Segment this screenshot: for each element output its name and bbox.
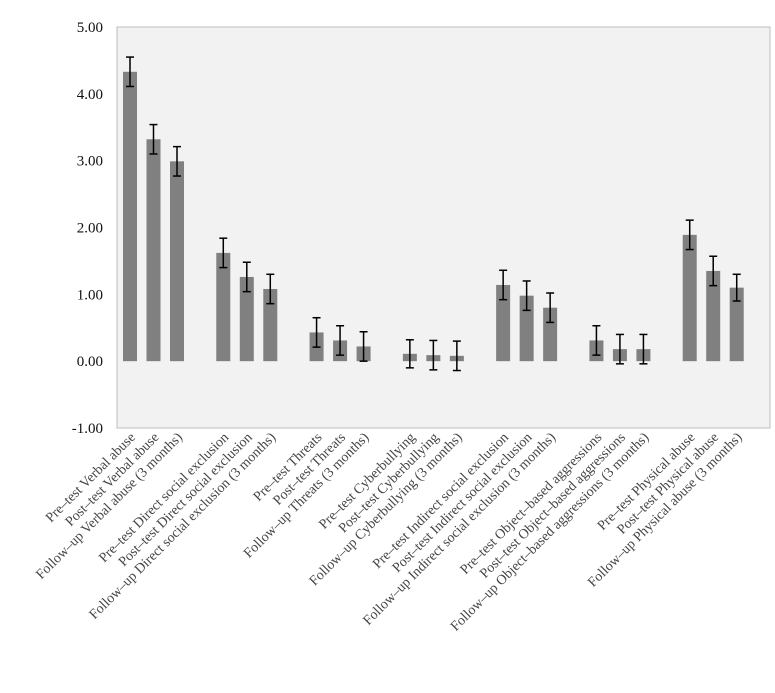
bar [729,287,744,362]
y-tick-label: 5.00 [77,20,103,36]
bar [543,307,558,362]
bar [239,276,254,362]
y-tick-label: 0.00 [77,354,103,370]
y-tick-label: 2.00 [77,221,103,237]
bar [146,139,161,362]
plot-area [116,26,771,429]
bar [263,288,278,362]
bar [216,252,231,362]
bar [706,270,721,362]
y-tick-label: 4.00 [77,87,103,103]
y-tick-label: 3.00 [77,154,103,170]
y-tick-label: -1.00 [72,421,103,437]
bar [170,161,184,362]
y-tick-label: 1.00 [77,287,103,303]
bar [682,234,697,362]
bar [496,284,511,362]
bar [519,295,534,362]
bar [123,71,137,362]
